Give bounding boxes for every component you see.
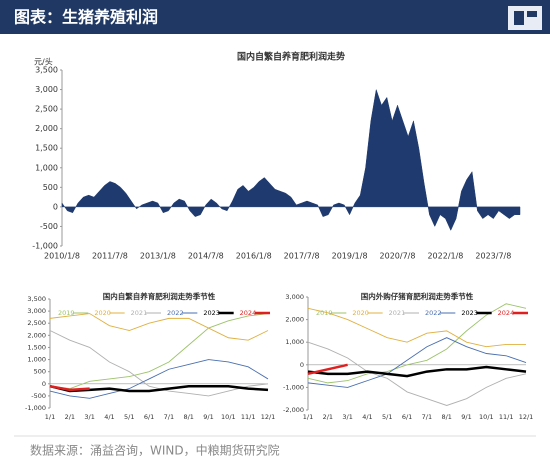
series-line bbox=[307, 303, 527, 384]
y-tick-label: 0 bbox=[53, 202, 58, 211]
legend-label: 2020 bbox=[94, 309, 111, 317]
y-tick-label: 1,000 bbox=[27, 356, 46, 364]
x-tick-label: 2011/7/8 bbox=[92, 252, 128, 261]
x-tick-label: 1/1 bbox=[303, 413, 313, 421]
x-tick-label: 7/1 bbox=[164, 413, 174, 421]
x-tick-label: 2017/7/8 bbox=[284, 252, 320, 261]
y-tick-label: 3,000 bbox=[27, 307, 46, 315]
series-line bbox=[307, 365, 527, 378]
chart-title: 国内外购仔猪育肥利润走势季节性 bbox=[361, 291, 474, 301]
y-tick-label: -500 bbox=[31, 392, 46, 400]
legend-label: 2023 bbox=[461, 309, 478, 317]
series-line bbox=[307, 341, 527, 406]
series-line bbox=[307, 307, 526, 348]
y-tick-label: -1,000 bbox=[32, 242, 58, 251]
legend-label: 2019 bbox=[58, 309, 75, 317]
x-tick-label: 8/1 bbox=[441, 413, 451, 421]
legend-label: 2022 bbox=[167, 309, 184, 317]
x-tick-label: 2023/7/8 bbox=[475, 252, 511, 261]
y-tick-label: 2,000 bbox=[27, 331, 46, 339]
y-tick-label: 2,000 bbox=[285, 316, 304, 324]
x-tick-label: 9/1 bbox=[203, 413, 213, 421]
x-tick-label: 2022/1/8 bbox=[427, 252, 463, 261]
header-title: 图表：生猪养殖利润 bbox=[14, 8, 158, 27]
x-tick-label: 5/1 bbox=[124, 413, 134, 421]
series-line bbox=[307, 337, 527, 388]
y-tick-label: -500 bbox=[40, 222, 58, 231]
x-tick-label: 12/1 bbox=[261, 413, 276, 421]
series-line bbox=[49, 384, 90, 392]
series-line bbox=[49, 313, 269, 390]
x-tick-label: 5/1 bbox=[382, 413, 392, 421]
x-tick-label: 2/1 bbox=[323, 413, 333, 421]
legend-label: 2024 bbox=[240, 309, 257, 317]
y-tick-label: 2,500 bbox=[35, 105, 58, 114]
y-tick-label: 3,500 bbox=[35, 66, 58, 75]
y-tick-label: 3,000 bbox=[285, 293, 304, 301]
legend-label: 2023 bbox=[203, 309, 220, 317]
y-tick-label: 500 bbox=[43, 183, 58, 192]
x-tick-label: 6/1 bbox=[144, 413, 154, 421]
y-tick-label: 0 bbox=[42, 380, 46, 388]
y-tick-label: 1,000 bbox=[285, 338, 304, 346]
x-tick-label: 9/1 bbox=[461, 413, 471, 421]
x-tick-label: 10/1 bbox=[221, 413, 236, 421]
x-tick-label: 10/1 bbox=[479, 413, 494, 421]
y-tick-label: -1,000 bbox=[283, 383, 304, 391]
x-tick-label: 3/1 bbox=[84, 413, 94, 421]
x-tick-label: 4/1 bbox=[104, 413, 114, 421]
legend-label: 2021 bbox=[389, 309, 406, 317]
legend-label: 2019 bbox=[316, 309, 333, 317]
y-tick-label: 1,500 bbox=[27, 343, 46, 351]
x-tick-label: 7/1 bbox=[422, 413, 432, 421]
x-tick-label: 12/1 bbox=[519, 413, 534, 421]
x-tick-label: 4/1 bbox=[362, 413, 372, 421]
y-tick-label: -1,000 bbox=[25, 404, 46, 412]
y-axis-unit: 元/头 bbox=[34, 57, 53, 67]
x-tick-label: 2010/1/8 bbox=[44, 252, 80, 261]
chart-title: 国内自繁自养育肥利润走势 bbox=[237, 51, 345, 63]
source-note: 数据来源：涌益咨询，WIND，中粮期货研究院 bbox=[30, 443, 280, 458]
y-tick-label: 0 bbox=[300, 361, 304, 369]
x-tick-label: 2016/1/8 bbox=[236, 252, 272, 261]
series-line bbox=[307, 363, 348, 376]
y-tick-label: 1,500 bbox=[35, 144, 58, 153]
x-tick-label: 2013/1/8 bbox=[140, 252, 176, 261]
series-line bbox=[49, 359, 269, 399]
x-tick-label: 11/1 bbox=[241, 413, 256, 421]
x-tick-label: 2019/1/8 bbox=[332, 252, 368, 261]
x-tick-label: 2/1 bbox=[65, 413, 75, 421]
y-tick-label: 3,500 bbox=[27, 295, 46, 303]
y-tick-label: -2,000 bbox=[283, 406, 304, 414]
y-tick-label: 500 bbox=[34, 368, 46, 376]
x-tick-label: 1/1 bbox=[45, 413, 55, 421]
x-tick-label: 8/1 bbox=[183, 413, 193, 421]
x-tick-label: 6/1 bbox=[402, 413, 412, 421]
y-tick-label: 1,000 bbox=[35, 163, 58, 172]
legend-label: 2021 bbox=[131, 309, 148, 317]
series-line bbox=[49, 313, 269, 341]
chart-title: 国内自繁自养育肥利润走势季节性 bbox=[103, 291, 216, 301]
legend-label: 2024 bbox=[498, 309, 515, 317]
header-bar bbox=[0, 0, 550, 34]
x-tick-label: 2014/7/8 bbox=[188, 252, 224, 261]
legend-label: 2020 bbox=[352, 309, 369, 317]
legend-label: 2022 bbox=[425, 309, 442, 317]
y-tick-label: 2,000 bbox=[35, 124, 58, 133]
logo bbox=[508, 6, 542, 30]
y-tick-label: 2,500 bbox=[27, 319, 46, 327]
x-tick-label: 11/1 bbox=[499, 413, 514, 421]
x-tick-label: 2020/7/8 bbox=[380, 252, 416, 261]
x-tick-label: 3/1 bbox=[342, 413, 352, 421]
y-tick-label: 3,000 bbox=[35, 85, 58, 94]
area bbox=[61, 89, 521, 231]
